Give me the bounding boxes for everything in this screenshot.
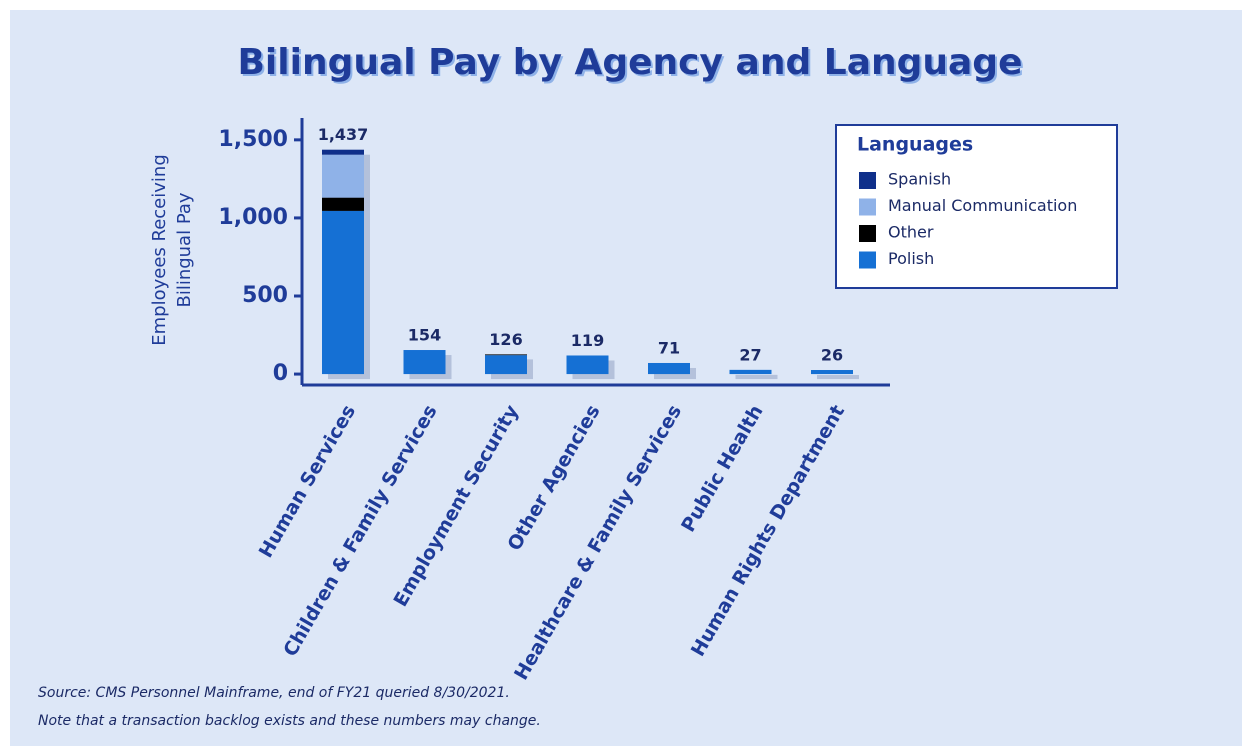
total-label: 154 xyxy=(408,326,441,345)
y-tick-label: 1,500 xyxy=(218,127,288,152)
legend-label: Manual Communication xyxy=(888,196,1077,215)
bar-segment xyxy=(322,210,364,375)
y-tick-label: 1,000 xyxy=(218,205,288,230)
total-label: 119 xyxy=(571,331,604,350)
bar-segment xyxy=(648,362,690,375)
bar-segment xyxy=(322,197,364,211)
y-tick-label: 0 xyxy=(273,361,288,386)
total-label: 71 xyxy=(658,338,680,357)
footnote: Source: CMS Personnel Mainframe, end of … xyxy=(38,685,510,701)
total-label: 27 xyxy=(739,345,761,364)
total-label: 126 xyxy=(489,330,522,349)
bar-segment xyxy=(811,370,853,375)
legend-label: Spanish xyxy=(888,170,951,189)
chart-title: Bilingual Pay by Agency and Language xyxy=(237,42,1022,83)
legend-swatch xyxy=(859,172,876,189)
bar-segment xyxy=(729,369,772,375)
bar-segment xyxy=(322,149,364,155)
legend-label: Other xyxy=(888,223,934,242)
background xyxy=(10,10,1242,746)
legend-swatch xyxy=(859,198,876,216)
bar-shadow xyxy=(817,375,859,380)
y-axis-label: Bilingual Pay xyxy=(174,192,195,307)
total-label: 1,437 xyxy=(318,125,369,144)
title-shadow: Bilingual Pay by Agency and Language xyxy=(239,44,1024,85)
bar-shadow xyxy=(735,374,778,380)
bar-segment xyxy=(485,354,527,356)
legend-swatch xyxy=(859,251,876,269)
legend-box xyxy=(835,124,1118,289)
bar-segment xyxy=(322,154,364,198)
legend-label: Polish xyxy=(888,249,934,268)
bar-segment xyxy=(485,355,527,375)
bar-segment xyxy=(566,355,609,375)
total-label: 26 xyxy=(821,346,843,365)
bar-segment xyxy=(403,350,446,375)
footnote: Note that a transaction backlog exists a… xyxy=(38,713,541,729)
legend-swatch xyxy=(859,225,876,242)
y-tick-label: 500 xyxy=(242,283,288,308)
y-axis-label: Employees Receiving xyxy=(149,154,170,345)
legend-title: Languages xyxy=(857,134,973,156)
